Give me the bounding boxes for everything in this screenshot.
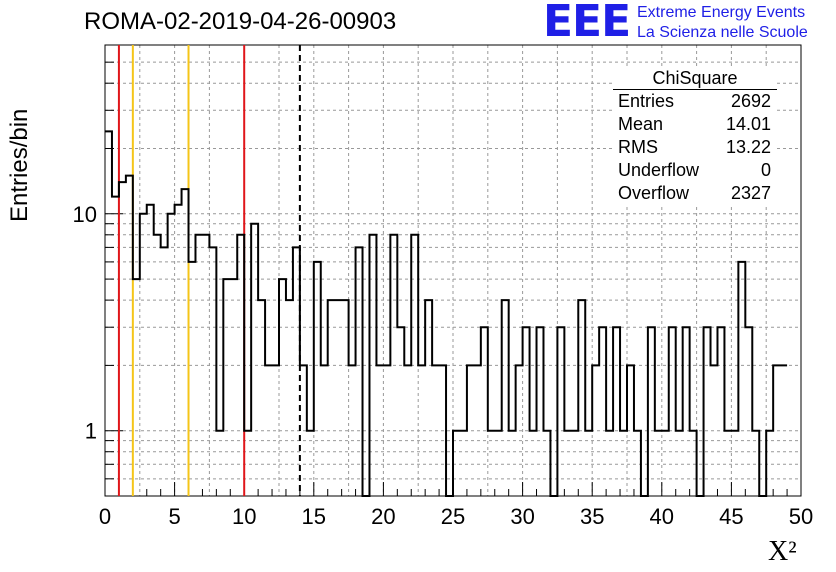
stats-label: Mean [618, 114, 664, 134]
stats-label: Entries [618, 91, 675, 111]
x-tick-label: 5 [168, 504, 180, 529]
stats-value: 13.22 [725, 137, 771, 157]
x-tick-label: 35 [580, 504, 604, 529]
page-title: ROMA-02-2019-04-26-00903 [84, 8, 397, 35]
stats-row-entries: Entries 2692 [613, 90, 777, 113]
stats-value: 14.01 [725, 114, 771, 134]
x-tick-label: 15 [302, 504, 326, 529]
histogram-series [105, 130, 788, 497]
stats-row-overflow: Overflow 2327 [613, 182, 777, 205]
x-tick-label: 45 [719, 504, 743, 529]
logo-text-line1: Extreme Energy Events [637, 4, 806, 21]
eee-logo: EEE [543, 0, 631, 47]
x-axis-label: X² [768, 536, 797, 567]
x-tick-label: 20 [371, 504, 395, 529]
logo-text-line2: La Scienza nelle Scuole [637, 24, 808, 41]
x-tick-label: 40 [650, 504, 674, 529]
x-tick-label: 0 [99, 504, 111, 529]
x-tick-label: 10 [232, 504, 256, 529]
stats-row-underflow: Underflow 0 [613, 159, 777, 182]
stats-label: Overflow [618, 183, 690, 203]
x-tick-label: 30 [510, 504, 534, 529]
stats-label: Underflow [618, 160, 700, 180]
stats-title: ChiSquare [613, 67, 777, 90]
y-tick-label: 10 [73, 202, 97, 227]
stats-row-rms: RMS 13.22 [613, 136, 777, 159]
stats-box: ChiSquare Entries 2692 Mean 14.01 RMS 13… [613, 67, 777, 205]
x-tick-label: 50 [789, 504, 813, 529]
stats-value: 0 [760, 160, 771, 180]
stats-value: 2327 [730, 183, 771, 203]
stats-value: 2692 [730, 91, 771, 111]
y-tick-label: 1 [85, 419, 97, 444]
stats-row-mean: Mean 14.01 [613, 113, 777, 136]
stats-label: RMS [618, 137, 658, 157]
x-tick-label: 25 [441, 504, 465, 529]
